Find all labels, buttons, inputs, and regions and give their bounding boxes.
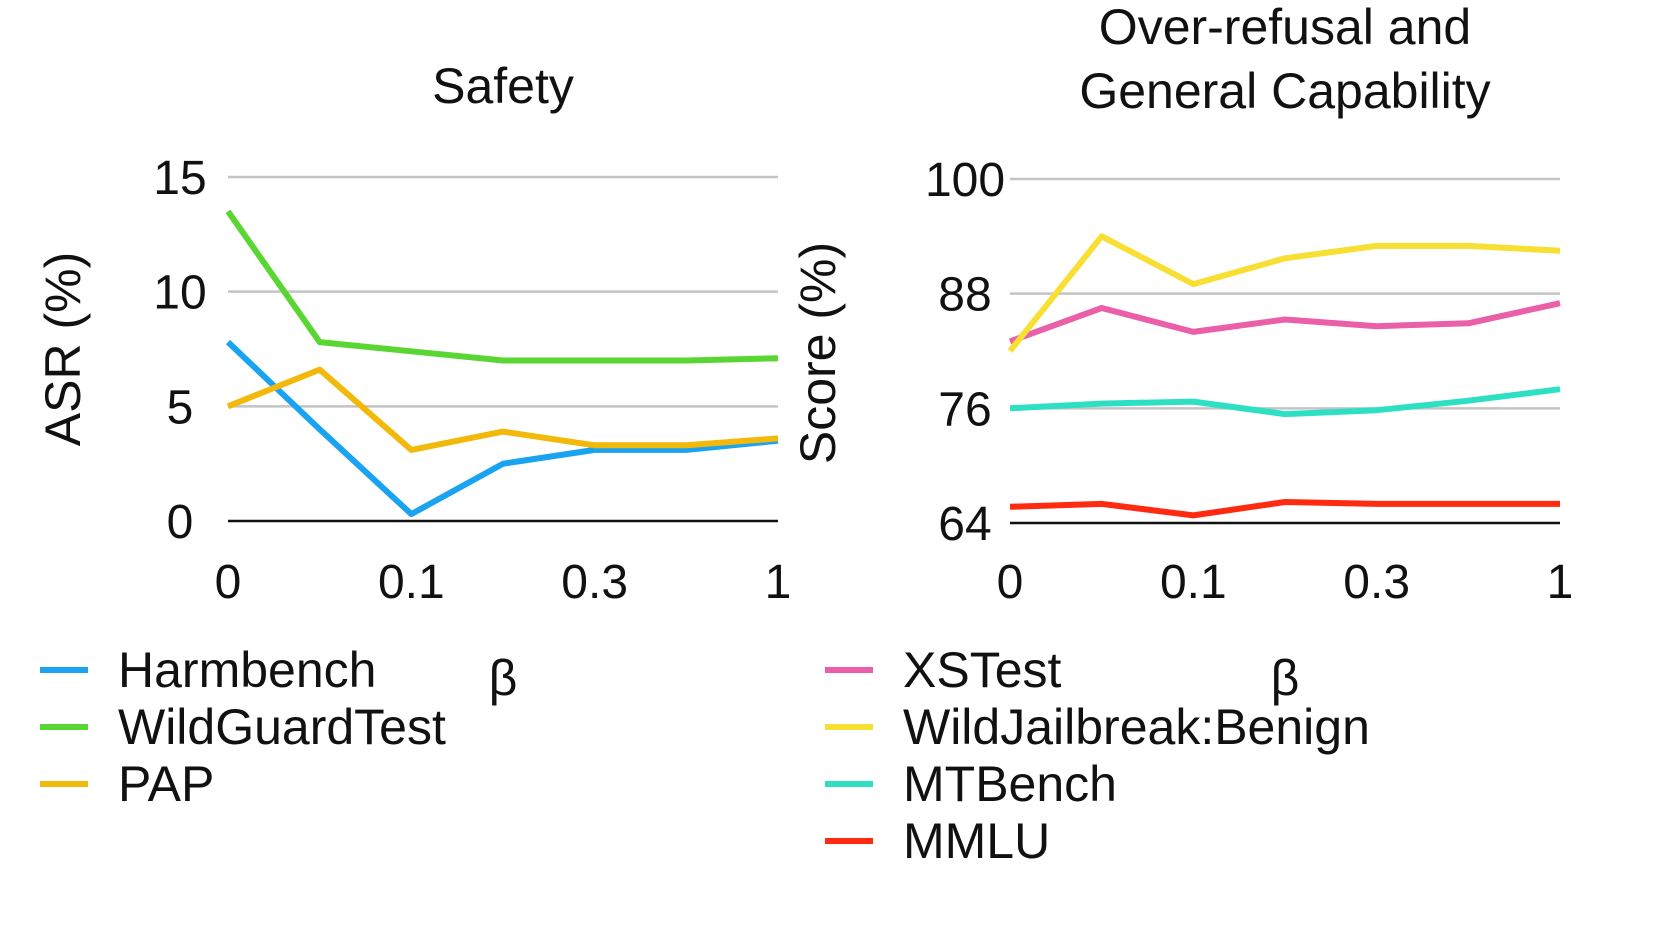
chart-title-line: General Capability bbox=[1079, 63, 1490, 119]
series-line-wildjailbreak-benign bbox=[1007, 233, 1561, 353]
legend-label: MMLU bbox=[903, 813, 1050, 869]
legend-label: WildGuardTest bbox=[118, 699, 446, 755]
x-tick-label: 1 bbox=[765, 556, 792, 609]
chart-title-line: Over-refusal and bbox=[1099, 0, 1471, 55]
x-axis-label: β bbox=[489, 650, 518, 706]
legend-label: XSTest bbox=[903, 642, 1062, 698]
x-tick-label: 0.1 bbox=[378, 556, 445, 609]
x-tick-label: 0.3 bbox=[561, 556, 628, 609]
series-line-mtbench bbox=[1009, 386, 1561, 418]
legend-label: PAP bbox=[118, 756, 214, 812]
y-axis-label: Score (%) bbox=[790, 242, 846, 464]
y-tick-label: 5 bbox=[167, 381, 194, 434]
y-tick-label: 15 bbox=[153, 152, 206, 205]
series-line-harmbench bbox=[225, 339, 779, 518]
y-tick-label: 0 bbox=[167, 496, 194, 549]
x-tick-label: 1 bbox=[1547, 556, 1574, 609]
chart-title: Safety bbox=[432, 58, 574, 114]
x-axis-label: β bbox=[1271, 650, 1300, 706]
x-tick-label: 0.3 bbox=[1343, 556, 1410, 609]
chart-1: Safety 15 10 5 00 0.1 0.3 1 ASR (%) β HarmbenchWil… bbox=[35, 58, 791, 812]
x-tick-label: 0 bbox=[215, 556, 242, 609]
series-line-wildguardtest bbox=[225, 209, 779, 364]
legend-label: WildJailbreak:Benign bbox=[903, 699, 1370, 755]
legend-label: Harmbench bbox=[118, 642, 376, 698]
y-tick-label: 88 bbox=[938, 269, 991, 322]
y-axis-label: ASR (%) bbox=[35, 252, 91, 446]
legend-label: MTBench bbox=[903, 756, 1117, 812]
series-line-pap bbox=[226, 366, 779, 453]
y-tick-label: 64 bbox=[938, 498, 991, 551]
series-line-xstest bbox=[1008, 300, 1561, 345]
chart-2: Over-refusal and General Capability 100 88 7… bbox=[790, 0, 1573, 869]
series-line-mmlu bbox=[1009, 499, 1560, 519]
y-tick-label: 100 bbox=[925, 154, 1005, 207]
y-tick-label: 76 bbox=[938, 383, 991, 436]
x-tick-label: 0.1 bbox=[1160, 556, 1227, 609]
x-tick-label: 0 bbox=[997, 556, 1024, 609]
y-tick-label: 10 bbox=[153, 267, 206, 320]
